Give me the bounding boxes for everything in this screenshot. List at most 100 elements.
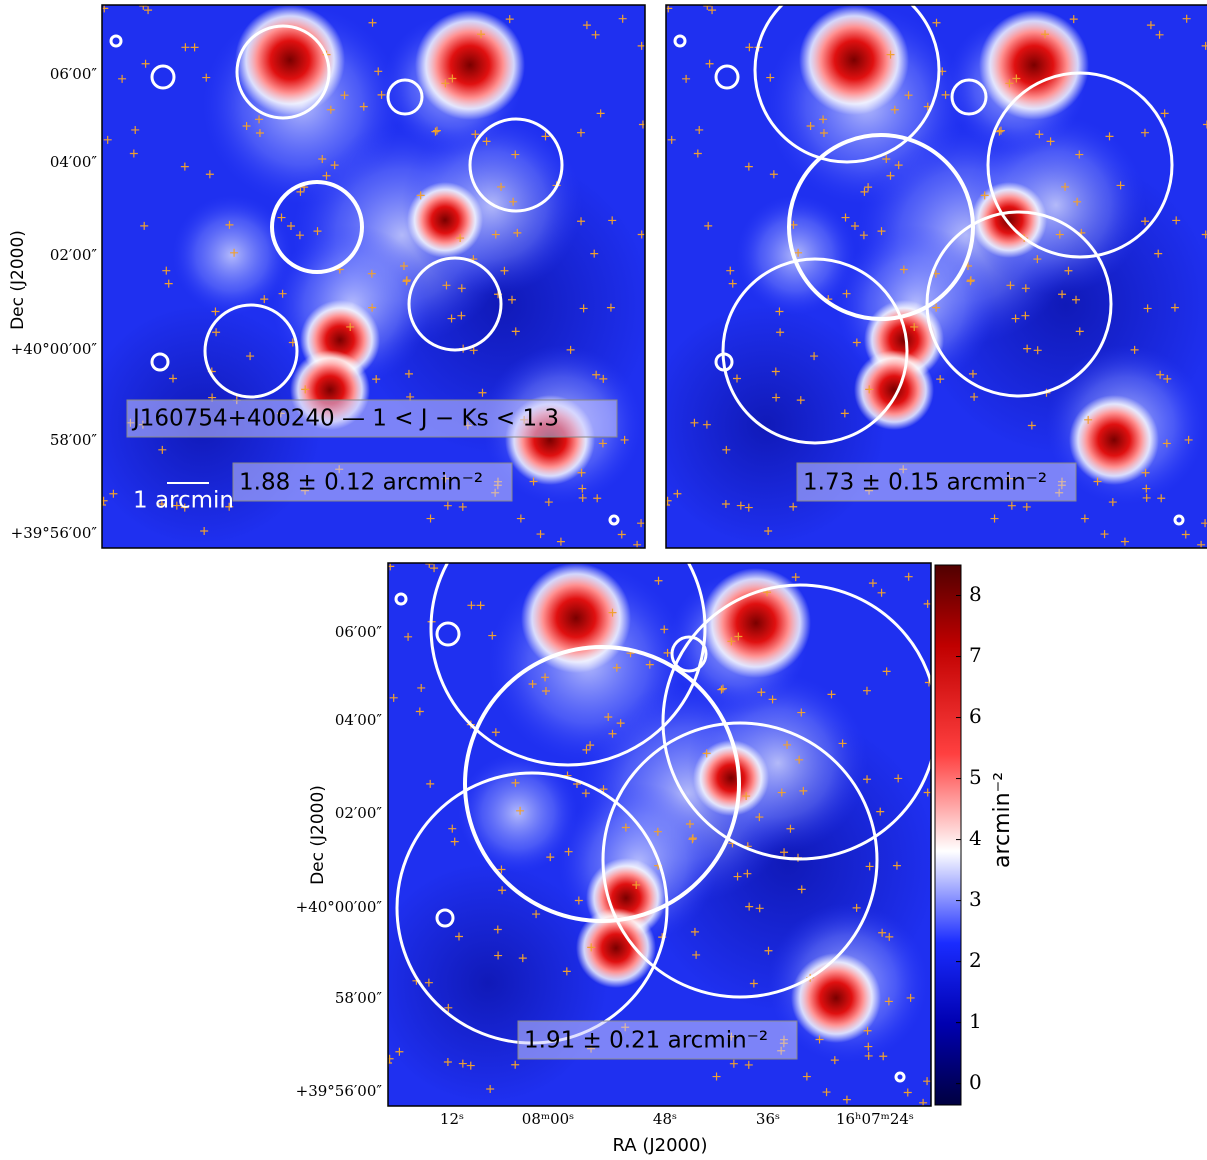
hot-spot xyxy=(693,740,769,816)
density-map xyxy=(102,5,645,548)
wisp xyxy=(736,195,856,315)
y-tick-label: 58′00″ xyxy=(50,431,98,449)
source-marker xyxy=(1011,314,1020,323)
source-marker xyxy=(682,74,691,83)
source-marker xyxy=(894,161,903,170)
source-marker xyxy=(590,249,599,258)
source-marker xyxy=(1055,230,1064,239)
density-label: 1.88 ± 0.12 arcmin⁻² xyxy=(239,470,483,496)
wisp xyxy=(172,195,292,315)
x-tick-label: 36ˢ xyxy=(756,1110,780,1128)
source-marker xyxy=(862,686,871,695)
source-marker xyxy=(744,1060,753,1069)
source-marker xyxy=(876,807,885,816)
source-marker xyxy=(1163,374,1172,383)
source-marker xyxy=(582,745,591,754)
source-marker xyxy=(879,1052,888,1061)
source-marker xyxy=(432,126,441,135)
source-marker xyxy=(736,501,745,510)
source-marker xyxy=(532,910,541,919)
source-marker xyxy=(690,418,699,427)
source-marker xyxy=(180,162,189,171)
source-marker xyxy=(389,693,398,702)
source-marker xyxy=(923,1077,931,1086)
source-marker xyxy=(505,15,514,24)
source-marker xyxy=(466,1061,475,1070)
source-marker xyxy=(733,374,742,383)
source-marker xyxy=(458,502,467,511)
source-marker xyxy=(704,221,713,230)
source-marker xyxy=(1027,421,1036,430)
source-marker xyxy=(448,824,457,833)
colorbar xyxy=(934,564,962,1106)
source-marker xyxy=(426,779,435,788)
y-tick-label: +40°00′00″ xyxy=(11,340,98,358)
source-marker xyxy=(301,385,310,394)
source-marker xyxy=(769,170,778,179)
source-marker xyxy=(1093,477,1102,486)
source-marker xyxy=(1142,493,1151,502)
source-marker xyxy=(486,1085,495,1094)
source-marker xyxy=(606,303,615,312)
source-marker xyxy=(1154,249,1163,258)
hot-spot xyxy=(971,182,1047,258)
aperture xyxy=(714,64,740,90)
source-marker xyxy=(865,385,874,394)
source-marker xyxy=(482,137,491,146)
source-marker xyxy=(749,979,758,988)
source-marker xyxy=(591,30,600,39)
source-marker xyxy=(734,632,743,641)
source-marker xyxy=(144,6,153,15)
source-marker xyxy=(705,59,714,68)
source-marker xyxy=(242,121,251,130)
source-marker xyxy=(744,162,753,171)
y-tick-label: +39°56′00″ xyxy=(296,1082,383,1100)
density-label: 1.91 ± 0.21 arcmin⁻² xyxy=(524,1028,768,1054)
source-marker xyxy=(212,328,221,337)
source-marker xyxy=(1058,290,1067,299)
source-marker xyxy=(886,50,895,59)
source-marker xyxy=(717,685,726,694)
scale-label: 1 arcmin xyxy=(133,488,234,514)
source-marker xyxy=(444,1003,453,1012)
source-marker xyxy=(894,774,903,783)
source-marker xyxy=(491,728,500,737)
hot-spot xyxy=(235,5,345,115)
source-marker xyxy=(864,183,873,192)
hot-spot xyxy=(854,350,934,430)
source-marker xyxy=(1172,216,1181,225)
source-marker xyxy=(493,925,502,934)
x-tick-label: 16ʰ07ᵐ24ˢ xyxy=(836,1110,914,1128)
aperture xyxy=(673,34,687,48)
source-marker xyxy=(616,719,625,728)
source-marker xyxy=(508,295,517,304)
source-marker xyxy=(789,502,798,511)
aperture xyxy=(407,256,503,352)
source-marker xyxy=(1130,345,1139,354)
source-marker xyxy=(587,943,596,952)
source-marker xyxy=(786,824,795,833)
y-axis-label: Dec (J2000) xyxy=(308,785,328,885)
source-marker xyxy=(692,950,701,959)
source-marker xyxy=(442,281,451,290)
source-marker xyxy=(346,322,355,331)
hot-spot xyxy=(979,10,1089,120)
source-marker xyxy=(441,79,450,88)
colorbar-tick-label: 0 xyxy=(969,1070,982,1094)
source-marker xyxy=(863,775,872,784)
source-marker xyxy=(1116,181,1125,190)
source-marker xyxy=(230,248,239,257)
source-marker xyxy=(882,154,891,163)
source-marker xyxy=(771,367,780,376)
source-marker xyxy=(877,588,886,597)
source-marker xyxy=(1022,502,1031,511)
source-marker xyxy=(968,369,977,378)
source-marker xyxy=(645,660,654,669)
source-marker xyxy=(712,1072,721,1081)
source-marker xyxy=(286,222,295,231)
source-marker xyxy=(455,932,464,941)
source-marker xyxy=(404,369,413,378)
x-tick-label: 08ᵐ00ˢ xyxy=(522,1110,574,1128)
label-box xyxy=(126,399,618,438)
source-marker xyxy=(852,338,861,347)
